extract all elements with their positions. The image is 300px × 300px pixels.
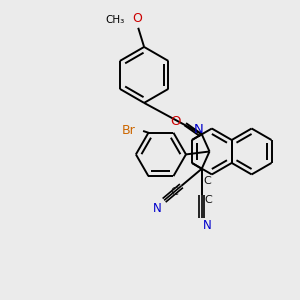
Text: N: N [203,219,212,232]
Text: N: N [194,123,203,136]
Text: O: O [170,115,181,128]
Text: O: O [132,12,142,25]
Text: C: C [203,176,211,186]
Text: N: N [152,202,161,215]
Text: Br: Br [122,124,135,137]
Text: CH₃: CH₃ [106,15,125,26]
Text: C: C [205,195,212,205]
Text: C: C [171,187,178,197]
